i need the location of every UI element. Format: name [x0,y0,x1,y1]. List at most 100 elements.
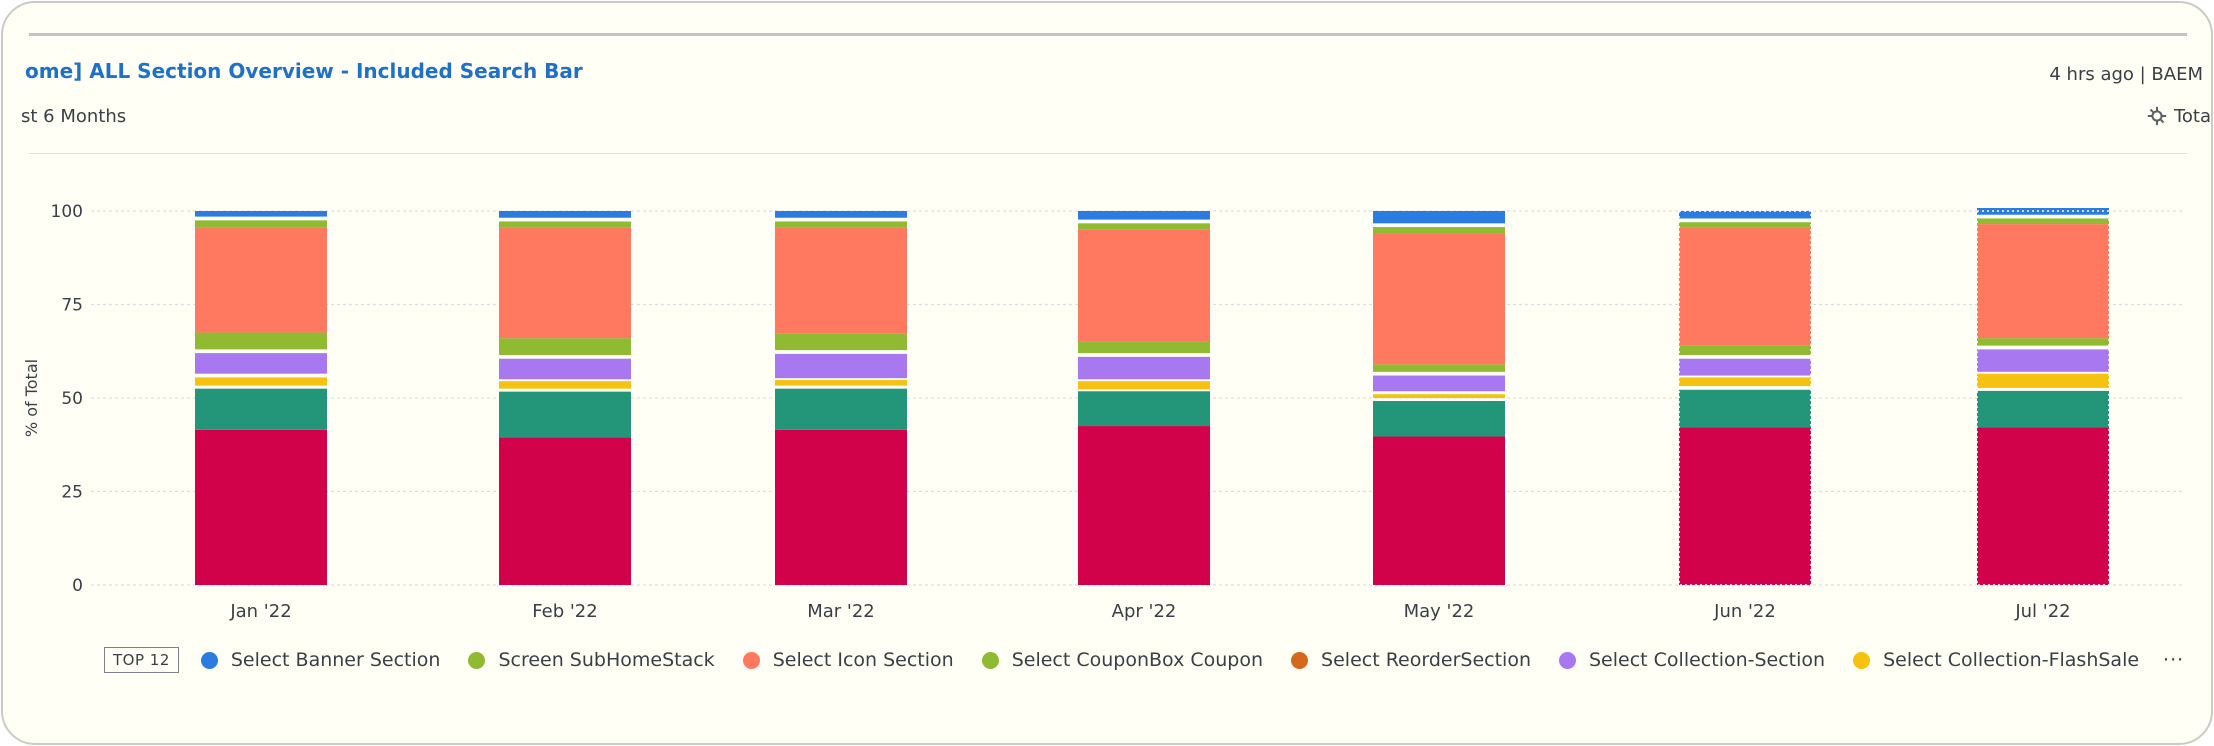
legend-item-couponbox[interactable]: Select CouponBox Coupon [981,649,1264,671]
bar-segment [1679,389,1811,428]
legend-dot-icon [981,651,999,669]
legend-item-icon-section[interactable]: Select Icon Section [742,649,954,671]
bar-segment [1977,349,2109,372]
total-toggle[interactable]: Tota [2146,105,2211,127]
settings-icon [2147,106,2167,126]
bar-segment [1679,345,1811,355]
bar-segment [1977,224,2109,339]
bar-segment [1078,426,1210,585]
bar-segment [775,333,907,351]
legend-item-banner[interactable]: Select Banner Section [200,649,441,671]
bar-segment [1373,400,1505,437]
total-label: Tota [2173,105,2211,127]
y-tick-label: 75 [61,296,83,316]
bar-segment [1078,229,1210,342]
bar-segment [195,332,327,350]
legend-item-subhomestack[interactable]: Screen SubHomeStack [468,649,715,671]
bar-segment [499,211,631,218]
bar-segment [499,358,631,380]
y-tick-label: 25 [61,483,83,503]
bar-segment [1977,218,2109,225]
legend-item-reorder[interactable]: Select ReorderSection [1291,649,1531,671]
legend-more-button[interactable]: ··· [2163,649,2185,671]
x-tick-label: Mar '22 [807,601,875,622]
legend-dot-icon [1291,651,1309,669]
bar-segment [1373,394,1505,398]
bar-segment [1078,391,1210,427]
bar-segment [1078,223,1210,230]
bar-segment [1679,427,1811,585]
bar-segment [1373,233,1505,365]
bar-segment [195,353,327,374]
legend-dot-icon [200,651,218,669]
header-divider [29,153,2187,154]
bar-segment [195,388,327,430]
legend-label: Select Banner Section [230,649,441,671]
bar-segment [775,227,907,334]
bar-segment [775,388,907,430]
bar-segment [775,211,907,218]
bar-segment [1679,377,1811,387]
bar-segment [1679,222,1811,228]
legend-item-flashsale[interactable]: Select Collection-FlashSale [1853,649,2139,671]
date-range-label: st 6 Months [21,106,127,127]
bar-segment [195,429,327,585]
legend-label: Screen SubHomeStack [498,649,715,671]
y-tick-label: 100 [51,202,83,222]
bar-segment [499,437,631,585]
legend: TOP 12 Select Banner Section Screen SubH… [104,647,2184,673]
incomplete-period-outline [1678,210,1812,586]
legend-dot-icon [1559,651,1576,669]
bar-segment [1078,341,1210,354]
bar-segment [499,221,631,228]
bar-segment [1977,338,2109,346]
bar-segment [1078,356,1210,380]
legend-label: Select Collection-Section [1589,649,1826,671]
x-tick-label: Apr '22 [1112,601,1177,622]
y-tick-label: 50 [61,389,83,409]
bar-segment [1373,436,1505,585]
bar-segment [1373,211,1505,224]
y-axis-label: % of Total [22,359,41,437]
x-tick-label: Jul '22 [2014,601,2070,622]
top-12-badge[interactable]: TOP 12 [104,647,179,673]
bar-segment [1373,227,1505,234]
legend-item-collection-section[interactable]: Select Collection-Section [1559,649,1825,671]
y-tick-label: 0 [72,576,83,596]
bar-segment [775,380,907,386]
legend-label: Select Collection-FlashSale [1883,649,2140,671]
legend-label: Select CouponBox Coupon [1011,649,1264,671]
top-divider [29,33,2187,36]
incomplete-period-outline [1976,210,2110,586]
x-tick-label: May '22 [1404,601,1475,622]
bar-segment [1679,358,1811,376]
bar-segment [775,221,907,228]
x-tick-label: Jun '22 [1713,601,1776,622]
last-updated-label: 4 hrs ago | BAEM [2049,64,2203,85]
bar-segment [195,377,327,386]
legend-label: Select Icon Section [772,649,954,671]
bar-segment [1679,211,1811,219]
bar-segment [1078,211,1210,220]
legend-dot-icon [1853,651,1871,669]
x-tick-label: Feb '22 [532,601,597,622]
chart-title[interactable]: ome] ALL Section Overview - Included Sea… [25,59,583,83]
bar-segment [1679,227,1811,346]
bar-segment [775,353,907,379]
x-tick-label: Jan '22 [229,601,291,622]
bar-segment [499,338,631,355]
bar-segment [1373,364,1505,372]
bar-segment [499,381,631,389]
bar-segment [1977,390,2109,428]
bar-segment [1373,375,1505,392]
bar-segment [1977,373,2109,388]
legend-dot-icon [468,651,486,669]
bar-segment [195,211,327,217]
bar-segment [195,220,327,228]
bar-segment [195,227,327,333]
bar-segment [499,227,631,339]
stacked-bar-chart: 0 25 50 75 100 % of Total Jan '22 Feb '22 Mar '2… [22,202,2183,622]
legend-label: Select ReorderSection [1321,649,1531,671]
bar-segment [1078,381,1210,390]
